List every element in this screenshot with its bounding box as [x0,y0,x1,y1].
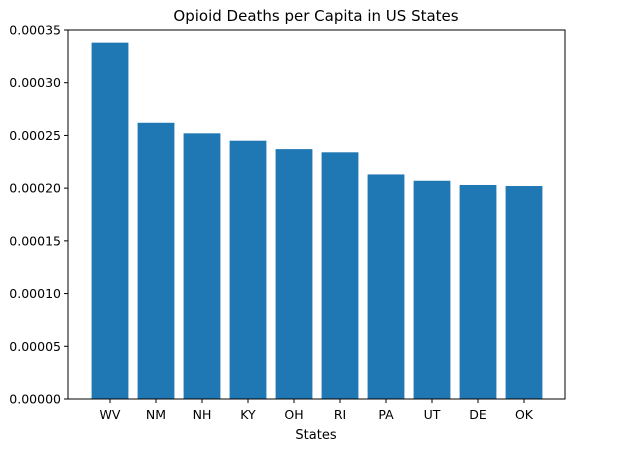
bar-pa [367,174,405,399]
bar-ut [413,180,451,399]
y-tick-label: 0.00035 [9,23,61,38]
y-axis-ticks: 0.00000 0.00005 0.00010 0.00015 0.00020 0.000… [9,23,68,407]
x-axis-ticks: WV NM NH KY OH RI PA UT DE OK [100,399,534,422]
y-tick-label: 0.00005 [9,339,61,354]
x-axis-label: States [295,428,336,443]
x-tick-label: RI [334,407,346,422]
y-tick-label: 0.00010 [9,286,61,301]
x-tick-label: DE [469,407,487,422]
y-tick-label: 0.00020 [9,181,61,196]
x-tick-label: PA [378,407,394,422]
bar-de [459,184,497,399]
bar-nh [183,133,221,399]
bar-ky [229,140,267,399]
bar-nm [137,122,175,399]
bar-wv [91,42,129,400]
x-tick-label: KY [240,407,256,422]
bar-oh [275,149,313,399]
x-tick-label: OH [284,407,303,422]
x-tick-label: OK [515,407,534,422]
x-tick-label: NM [146,407,166,422]
x-tick-label: UT [424,407,441,422]
bars-group [91,42,543,400]
x-tick-label: NH [193,407,212,422]
y-tick-label: 0.00030 [9,75,61,90]
chart-title: Opioid Deaths per Capita in US States [173,7,458,25]
bar-ri [321,152,359,399]
y-tick-label: 0.00025 [9,128,61,143]
plot-frame [67,29,566,400]
y-tick-label: 0.00000 [9,392,61,407]
x-tick-label: WV [100,407,121,422]
bar-ok [505,186,543,399]
y-tick-label: 0.00015 [9,233,61,248]
